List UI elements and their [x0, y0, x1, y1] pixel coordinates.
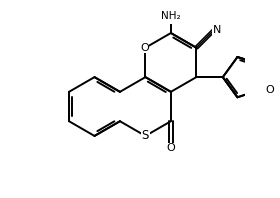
Text: N: N: [213, 25, 221, 35]
Text: O: O: [167, 143, 175, 153]
Text: O: O: [140, 43, 149, 53]
Text: S: S: [142, 129, 149, 142]
Text: O: O: [265, 85, 274, 95]
Text: NH₂: NH₂: [161, 11, 181, 21]
